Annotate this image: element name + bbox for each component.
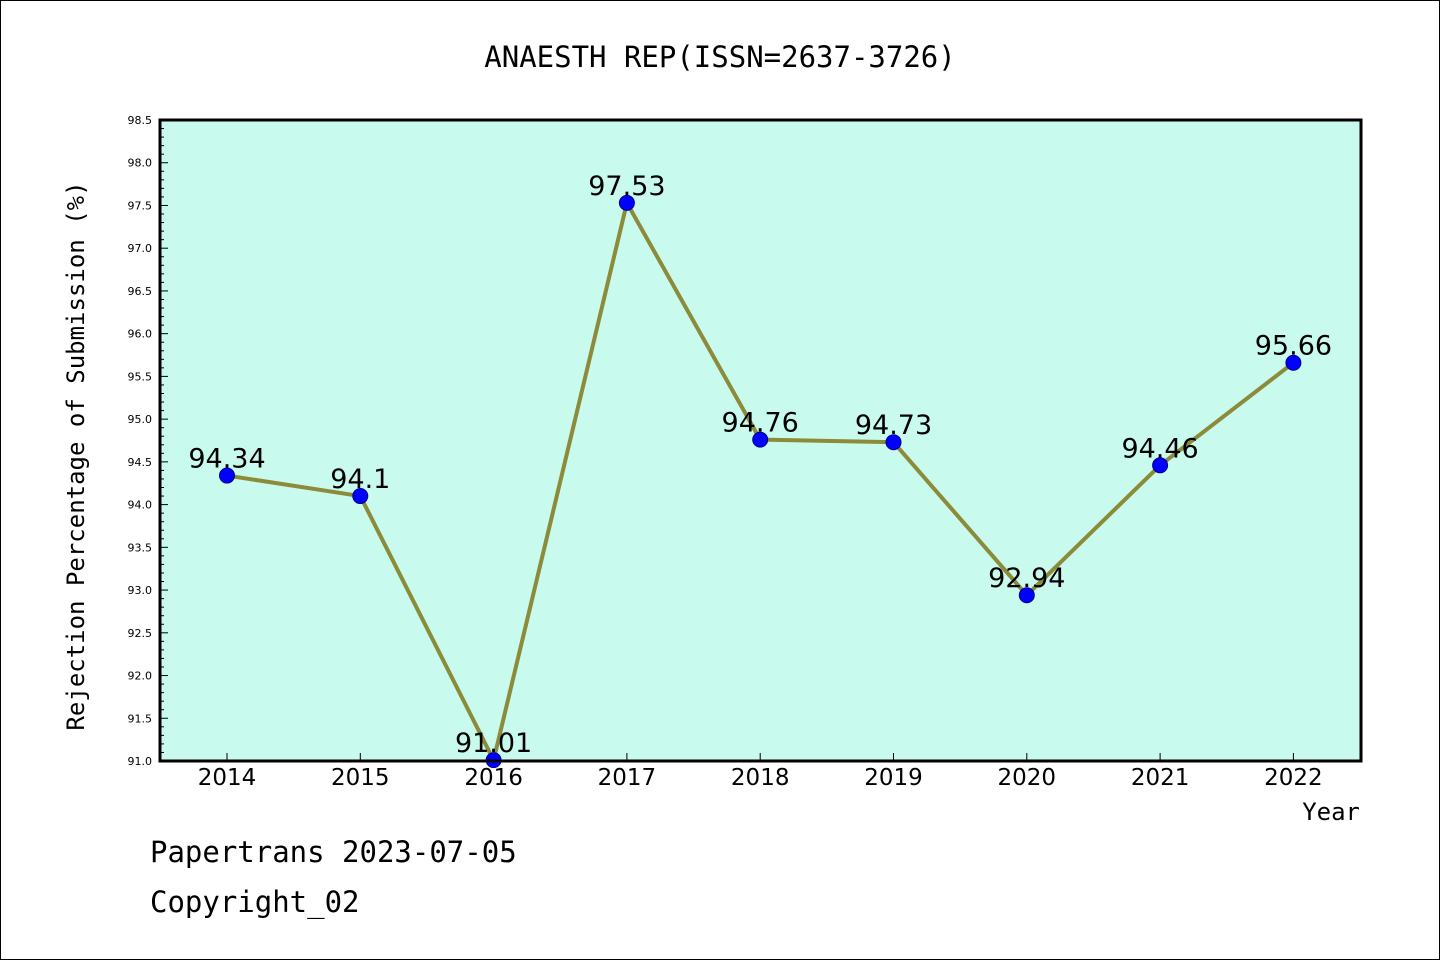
- data-point: [752, 431, 769, 448]
- x-tick-label: 2018: [731, 765, 790, 791]
- x-tick-label: 2022: [1264, 765, 1323, 791]
- y-tick-label: 98.5: [128, 114, 153, 127]
- footer-date: Papertrans 2023-07-05: [150, 835, 517, 869]
- data-point: [1152, 457, 1169, 474]
- y-axis: 91.0 91.5 92.0 92.5 93.0 93.5 94.0 94.5 95.0 95.5…: [128, 114, 168, 768]
- y-tick-label: 91.5: [128, 712, 153, 725]
- y-tick-label: 92.0: [128, 670, 153, 683]
- data-label: 94.1: [330, 464, 390, 495]
- y-tick-label: 94.5: [128, 456, 153, 469]
- data-point: [1285, 354, 1302, 371]
- y-axis-label: Rejection Percentage of Submission (%): [62, 181, 90, 730]
- data-label: 94.46: [1121, 433, 1198, 464]
- x-tick-label: 2019: [864, 765, 923, 791]
- footer-copyright: Copyright_02: [150, 885, 360, 919]
- y-tick-label: 93.0: [128, 584, 153, 597]
- y-tick-label: 97.0: [128, 242, 153, 255]
- y-tick-label: 95.0: [128, 413, 153, 426]
- x-axis-label: Year: [1302, 798, 1360, 826]
- chart-title: ANAESTH REP(ISSN=2637-3726): [484, 40, 955, 74]
- data-point: [618, 194, 635, 211]
- y-tick-label: 92.5: [128, 627, 153, 640]
- x-tick-label: 2016: [464, 765, 523, 791]
- y-tick-label: 91.0: [128, 755, 153, 768]
- data-point: [219, 467, 235, 484]
- y-tick-label: 96.5: [128, 285, 153, 298]
- x-tick-label: 2014: [198, 765, 257, 791]
- plot-border: [158, 118, 1363, 763]
- x-tick-label: 2021: [1131, 765, 1190, 791]
- x-tick-label: 2020: [998, 765, 1057, 791]
- x-tick-label: 2017: [598, 765, 657, 791]
- data-label: 94.76: [722, 408, 799, 439]
- y-tick-label: 94.0: [128, 499, 153, 512]
- data-point: [352, 488, 369, 505]
- data-label: 92.94: [988, 563, 1065, 594]
- data-labels: 94.34 94.1 91.01 97.53 94.76 94.73 92.94 94.46 9…: [188, 171, 1332, 759]
- x-tick-label: 2015: [331, 765, 390, 791]
- data-point: [885, 434, 902, 451]
- data-label: 95.66: [1255, 331, 1332, 362]
- y-tick-label: 96.0: [128, 328, 153, 341]
- data-point: [1018, 587, 1035, 604]
- y-tick-label: 95.5: [128, 370, 153, 383]
- data-label: 97.53: [588, 171, 665, 202]
- x-axis: 2014 2015 2016 2017 2018 2019 2020 2021 2022: [198, 753, 1323, 791]
- data-label: 91.01: [455, 728, 532, 759]
- y-tick-label: 93.5: [128, 541, 153, 554]
- y-tick-label: 98.0: [128, 157, 153, 170]
- data-label: 94.34: [188, 444, 265, 475]
- y-tick-label: 97.5: [128, 199, 153, 212]
- data-label: 94.73: [855, 410, 932, 441]
